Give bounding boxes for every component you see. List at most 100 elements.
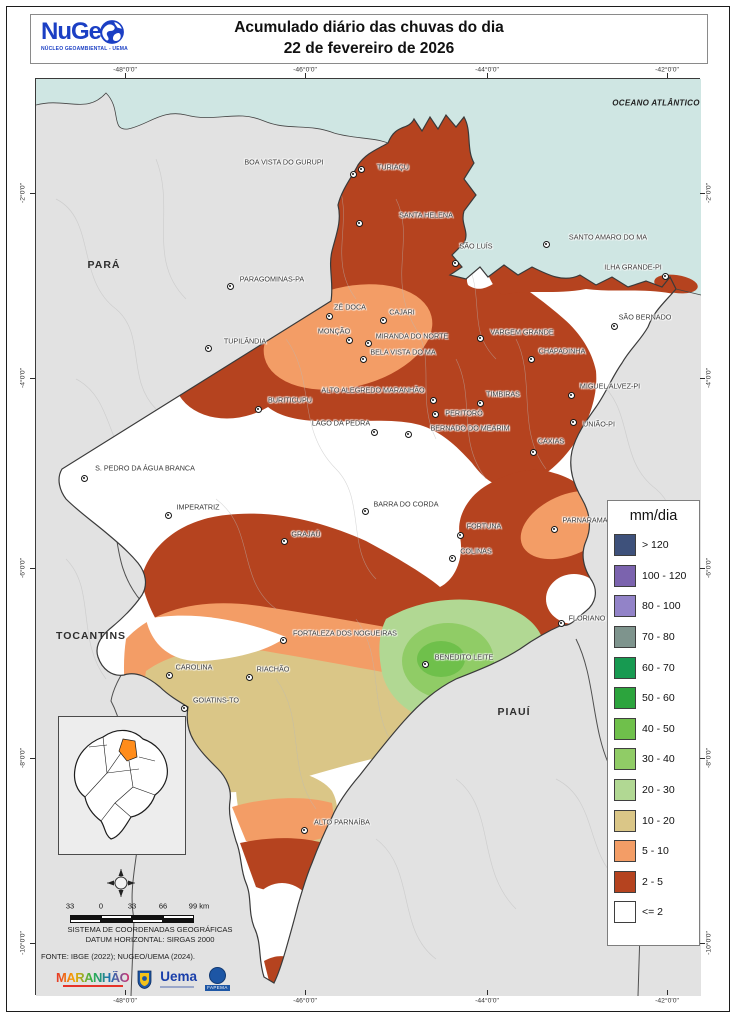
state-label: TOCANTINS (55, 630, 127, 642)
axis-label-longitude: -44°0'0" (475, 66, 499, 74)
city-dot (404, 430, 412, 438)
city-dot (569, 418, 577, 426)
city-dot (226, 282, 234, 290)
source-note: FONTE: IBGE (2022); NUGEO/UEMA (2024). (40, 952, 196, 961)
city-dot (661, 272, 669, 280)
city-dot (557, 619, 565, 627)
legend-row: 40 - 50 (614, 714, 693, 745)
axis-label-longitude: -46°0'0" (293, 997, 317, 1005)
city-dot (567, 391, 575, 399)
city-dot (379, 316, 387, 324)
legend-items: > 120 100 - 120 80 - 100 70 - 80 60 - 70 50 -… (614, 530, 693, 928)
city-label: LAGO DA PEDRA (311, 418, 371, 428)
city-dot (542, 240, 550, 248)
legend-label: > 120 (642, 539, 669, 552)
city-label: ZÉ DOCA (334, 302, 366, 312)
city-label: MONÇÃO (317, 326, 351, 336)
legend-swatch (614, 779, 636, 802)
axis-tick (30, 758, 35, 759)
city-label: CHAPADINHA (538, 346, 586, 356)
map-canvas: BOA VISTA DO GURUPI TURIAÇU SANTA HELENA SÃ… (35, 78, 701, 996)
city-label: UNIÃO-PI (583, 419, 615, 429)
uema-logo-bar (160, 985, 195, 988)
axis-tick (125, 990, 126, 995)
city-label: TURIAÇU (377, 162, 409, 172)
city-dot (279, 636, 287, 644)
city-label: FLORIANO (568, 613, 606, 623)
uema-wordmark-logo: Uema (160, 970, 197, 988)
axis-label-latitude: -2°0'0" (705, 182, 713, 204)
legend-row: 60 - 70 (614, 652, 693, 683)
city-label: MIGUEL ALVEZ-PI (579, 381, 641, 391)
city-dot (527, 355, 535, 363)
axis-tick (700, 378, 705, 379)
axis-tick (125, 73, 126, 78)
city-label: PERITORÓ (445, 408, 483, 418)
axis-label-latitude: -4°0'0" (705, 367, 713, 389)
legend-swatch (614, 840, 636, 863)
city-label: GRAJAÚ (291, 529, 321, 539)
map-date: 22 de fevereiro de 2026 (283, 40, 455, 57)
axis-tick (700, 943, 705, 944)
axis-label-latitude: -6°0'0" (705, 557, 713, 579)
axis-tick (30, 568, 35, 569)
legend-swatch (614, 687, 636, 710)
maranhao-logo-bar (62, 984, 123, 988)
scale-bar-segment (70, 919, 101, 923)
legend-label: 5 - 10 (642, 845, 669, 858)
legend-label: <= 2 (642, 906, 664, 919)
legend-row: 30 - 40 (614, 744, 693, 775)
city-dot (476, 399, 484, 407)
scale-bar-label: 33 (65, 901, 75, 911)
city-label: BERNADO DO MEARIM (430, 423, 510, 433)
city-label: RIACHÃO (256, 664, 290, 674)
legend-swatch (614, 595, 636, 618)
city-dot (429, 396, 437, 404)
city-label: TIMBIRAS (486, 389, 520, 399)
axis-label-latitude: -8°0'0" (19, 747, 27, 769)
city-label: FORTUNA (466, 521, 502, 531)
city-dot (345, 336, 353, 344)
uema-logo-text: Uema (160, 969, 198, 985)
city-dot (550, 525, 558, 533)
axis-tick (30, 193, 35, 194)
legend-swatch (614, 870, 636, 893)
scale-bar-label: 99 km (188, 901, 210, 911)
city-dot (180, 704, 188, 712)
legend-swatch (614, 717, 636, 740)
legend-row: <= 2 (614, 897, 693, 928)
city-dot (245, 673, 253, 681)
scale-bar-segment (132, 919, 163, 923)
legend-swatch (614, 901, 636, 924)
maranhao-logo-text: MARANHÃO (56, 969, 130, 985)
scale-bar-segment (163, 919, 194, 923)
city-dot (421, 660, 429, 668)
legend-row: 20 - 30 (614, 775, 693, 806)
crs-line-1: SISTEMA DE COORDENADAS GEOGRÁFICAS (67, 925, 233, 934)
city-label: ILHA GRANDE-PI (604, 262, 662, 272)
city-label: ALTO PARNAÍBA (314, 817, 370, 827)
city-label: PARAGOMINAS-PA (239, 274, 305, 284)
city-dot (370, 428, 378, 436)
city-dot (164, 511, 172, 519)
legend-label: 10 - 20 (642, 814, 675, 827)
city-label: SÃO LUÍS (459, 241, 493, 251)
scale-bar-label: 0 (98, 901, 104, 911)
city-label: VARGEM GRANDE (490, 327, 554, 337)
axis-label-latitude: -8°0'0" (705, 747, 713, 769)
nugeo-logo: NuGe NÚCLEO GEOAMBIENTAL - UEMA (41, 18, 151, 52)
city-label: BELA VISTA DO MA (370, 347, 436, 357)
axis-tick (667, 990, 668, 995)
city-label: TUPILÂNDIA (223, 336, 267, 346)
scale-bar-segment (132, 915, 163, 919)
scale-bar-segment (163, 915, 194, 919)
axis-tick (487, 73, 488, 78)
city-label: CAJARI (389, 307, 415, 317)
scale-bar-segment (70, 915, 101, 919)
footer-logos: MARANHÃO Uema FAPEMA (56, 966, 230, 992)
maranhao-highlight (118, 738, 138, 762)
uema-crest-icon (137, 970, 152, 989)
axis-label-longitude: -46°0'0" (293, 66, 317, 74)
axis-label-latitude: -10°0'0" (705, 931, 713, 955)
city-dot (451, 259, 459, 267)
